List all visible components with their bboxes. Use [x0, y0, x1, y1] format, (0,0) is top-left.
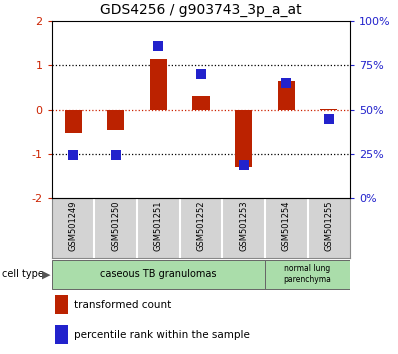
Text: GSM501249: GSM501249	[68, 200, 78, 251]
Bar	[64, 110, 82, 133]
Bar	[52, 198, 94, 258]
Point	[70, 152, 76, 158]
Text: GSM501253: GSM501253	[239, 200, 248, 251]
Bar	[55, 295, 68, 314]
Text: percentile rank within the sample: percentile rank within the sample	[74, 330, 250, 340]
Bar	[137, 198, 179, 258]
Bar	[107, 110, 124, 130]
Point	[198, 72, 204, 77]
Title: GDS4256 / g903743_3p_a_at: GDS4256 / g903743_3p_a_at	[100, 4, 302, 17]
Bar	[94, 198, 137, 258]
Bar	[193, 97, 209, 110]
Point	[326, 117, 332, 122]
Bar	[222, 198, 265, 258]
Text: GSM501250: GSM501250	[111, 200, 120, 251]
Text: cell type: cell type	[2, 269, 44, 279]
Bar	[52, 260, 265, 289]
Text: caseous TB granulomas: caseous TB granulomas	[100, 269, 217, 279]
Bar	[179, 198, 222, 258]
Bar	[235, 110, 252, 167]
Text: normal lung
parenchyma: normal lung parenchyma	[284, 264, 332, 284]
Point	[113, 152, 119, 158]
Point	[240, 162, 247, 168]
Text: GSM501255: GSM501255	[324, 200, 334, 251]
Text: GSM501252: GSM501252	[197, 200, 205, 251]
Text: GSM501251: GSM501251	[154, 200, 163, 251]
Text: transformed count: transformed count	[74, 300, 172, 310]
Bar	[308, 198, 350, 258]
Point	[283, 80, 289, 86]
Point	[155, 43, 162, 48]
Bar	[320, 109, 338, 110]
Text: ▶: ▶	[41, 269, 50, 279]
Bar	[55, 325, 68, 344]
Bar	[278, 81, 295, 110]
Text: GSM501254: GSM501254	[282, 200, 291, 251]
Bar	[265, 260, 350, 289]
Bar	[265, 198, 308, 258]
Bar	[150, 59, 167, 110]
